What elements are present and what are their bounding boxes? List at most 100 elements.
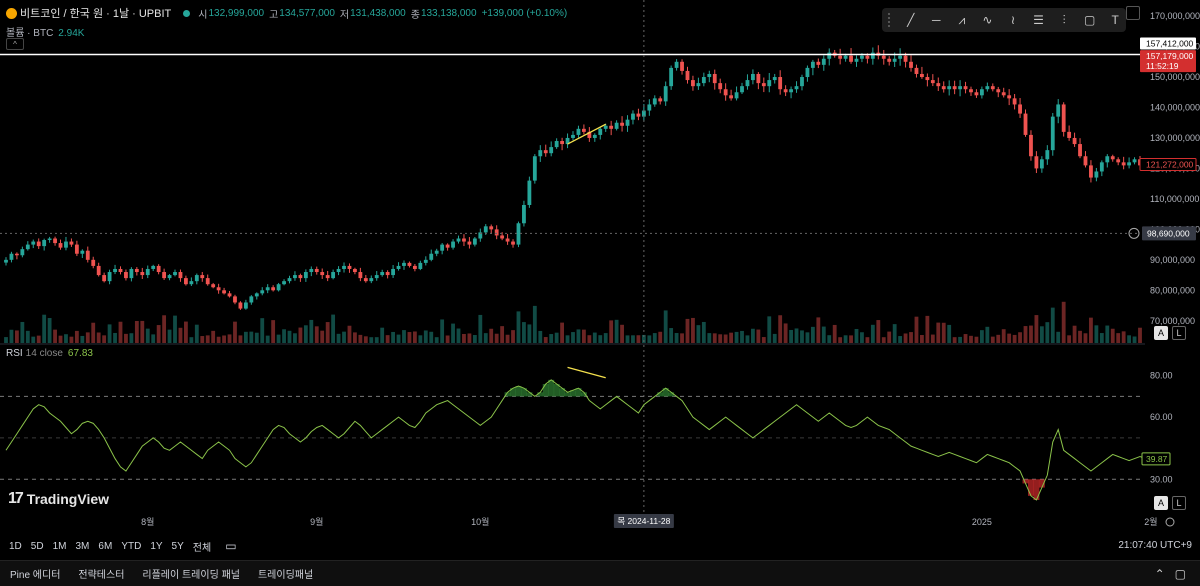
maximize-icon[interactable]: [1126, 6, 1140, 20]
volume-bar: [701, 321, 706, 343]
rsi-log-scale-button[interactable]: L: [1172, 496, 1186, 510]
candle: [445, 243, 450, 251]
candle-body: [134, 268, 139, 273]
candle-body: [222, 290, 226, 294]
candle: [810, 59, 815, 76]
volume-bar: [1039, 326, 1044, 343]
volume-bar: [925, 315, 930, 343]
clock[interactable]: 21:07:40 UTC+9: [1118, 540, 1192, 551]
auto-scale-button[interactable]: A: [1154, 326, 1168, 340]
volume-bar: [1023, 326, 1028, 343]
volume-bar: [260, 318, 265, 343]
volume-bar: [374, 337, 379, 343]
volume-bar: [631, 335, 635, 343]
volume-bar: [64, 334, 68, 343]
candle-body: [985, 86, 990, 90]
pattern-icon[interactable]: ⩘: [958, 12, 966, 27]
candle: [658, 96, 663, 105]
candle-body: [53, 238, 57, 244]
range-all[interactable]: 전체: [192, 542, 212, 554]
wave-icon[interactable]: ∿: [982, 13, 993, 27]
candle-body: [124, 272, 128, 279]
panel-pine-editor[interactable]: Pine 에디터: [10, 570, 61, 581]
candle: [598, 127, 603, 140]
trend-line-icon[interactable]: ╱: [907, 13, 915, 27]
candle-body: [658, 98, 663, 102]
volume-bar: [587, 335, 592, 343]
open-label: 시: [198, 9, 208, 21]
candle-body: [1039, 159, 1044, 169]
range-6m[interactable]: 6M: [98, 540, 113, 552]
fib-channel-icon[interactable]: ⫶: [1062, 12, 1066, 27]
collapse-legend-button[interactable]: ^: [6, 38, 24, 50]
horizontal-ray-icon[interactable]: ─: [932, 13, 941, 27]
volume-bar: [238, 335, 243, 343]
candle: [271, 285, 276, 292]
rsi-legend[interactable]: RSI 14 close 67.83: [6, 348, 93, 359]
volume-bar: [712, 333, 717, 343]
text-tool-icon[interactable]: T: [1111, 13, 1119, 27]
log-scale-button[interactable]: L: [1172, 326, 1186, 340]
candle: [952, 80, 957, 95]
drag-handle-icon[interactable]: [888, 13, 894, 27]
panel-strategy-tester[interactable]: 전략테스터: [78, 570, 125, 581]
panel-trading[interactable]: 트레이딩패널: [257, 570, 314, 581]
volume-bar: [881, 337, 886, 343]
price-tick-label: 170,000,000: [1150, 11, 1200, 21]
candle: [745, 74, 750, 90]
candle: [254, 292, 259, 300]
candle-body: [429, 253, 434, 260]
candle: [800, 74, 804, 91]
low-label: 저: [339, 9, 350, 21]
symbol-title[interactable]: 비트코인 / 한국 원 · 1날 · UPBIT: [20, 8, 172, 20]
chevron-up-icon[interactable]: ⌃: [1154, 567, 1165, 581]
volume-bar: [472, 335, 477, 343]
candle: [173, 269, 177, 277]
candle-body: [865, 55, 870, 59]
volume-legend[interactable]: 볼륨 · BTC 2.94K: [6, 24, 84, 39]
candle-body: [69, 241, 74, 245]
candle: [718, 78, 723, 94]
candle: [1029, 130, 1033, 161]
candle: [69, 238, 74, 247]
range-5y[interactable]: 5Y: [171, 540, 184, 552]
volume-bar: [592, 332, 597, 343]
candle: [249, 295, 254, 305]
candle: [538, 145, 543, 162]
price-trend-line: [567, 123, 607, 145]
candle: [402, 260, 406, 270]
range-ytd[interactable]: YTD: [121, 540, 142, 552]
volume-bar: [789, 329, 793, 343]
range-1m[interactable]: 1M: [52, 540, 67, 552]
fib-retracement-icon[interactable]: ☰: [1033, 13, 1044, 27]
range-5d[interactable]: 5D: [30, 540, 44, 552]
candle-body: [669, 67, 674, 87]
candle: [189, 277, 194, 286]
panel-replay[interactable]: 리플레이 트레이딩 패널: [142, 570, 240, 581]
volume-bar: [641, 334, 646, 343]
candle: [936, 77, 941, 91]
rsi-trend-line: [567, 366, 606, 379]
maximize-panel-icon[interactable]: ▢: [1174, 567, 1186, 581]
range-1y[interactable]: 1Y: [150, 540, 163, 552]
range-1d[interactable]: 1D: [9, 540, 22, 552]
candle: [772, 73, 777, 84]
volume-bar: [1078, 330, 1082, 343]
candle-body: [718, 83, 723, 90]
candle-body: [505, 238, 510, 242]
calendar-icon[interactable]: ▭: [225, 539, 237, 553]
candle-body: [336, 268, 341, 273]
volume-bar: [184, 321, 188, 343]
candle-body: [20, 249, 25, 256]
candle-body: [9, 253, 14, 260]
candle: [500, 232, 505, 241]
rectangle-icon[interactable]: ▢: [1083, 13, 1096, 27]
candle-body: [36, 241, 41, 247]
candle-body: [843, 55, 848, 59]
rsi-auto-scale-button[interactable]: A: [1154, 496, 1168, 510]
elliott-wave-icon[interactable]: ≀: [1010, 13, 1016, 27]
candle-body: [4, 259, 8, 263]
volume-bar: [249, 331, 254, 343]
range-3m[interactable]: 3M: [75, 540, 90, 552]
